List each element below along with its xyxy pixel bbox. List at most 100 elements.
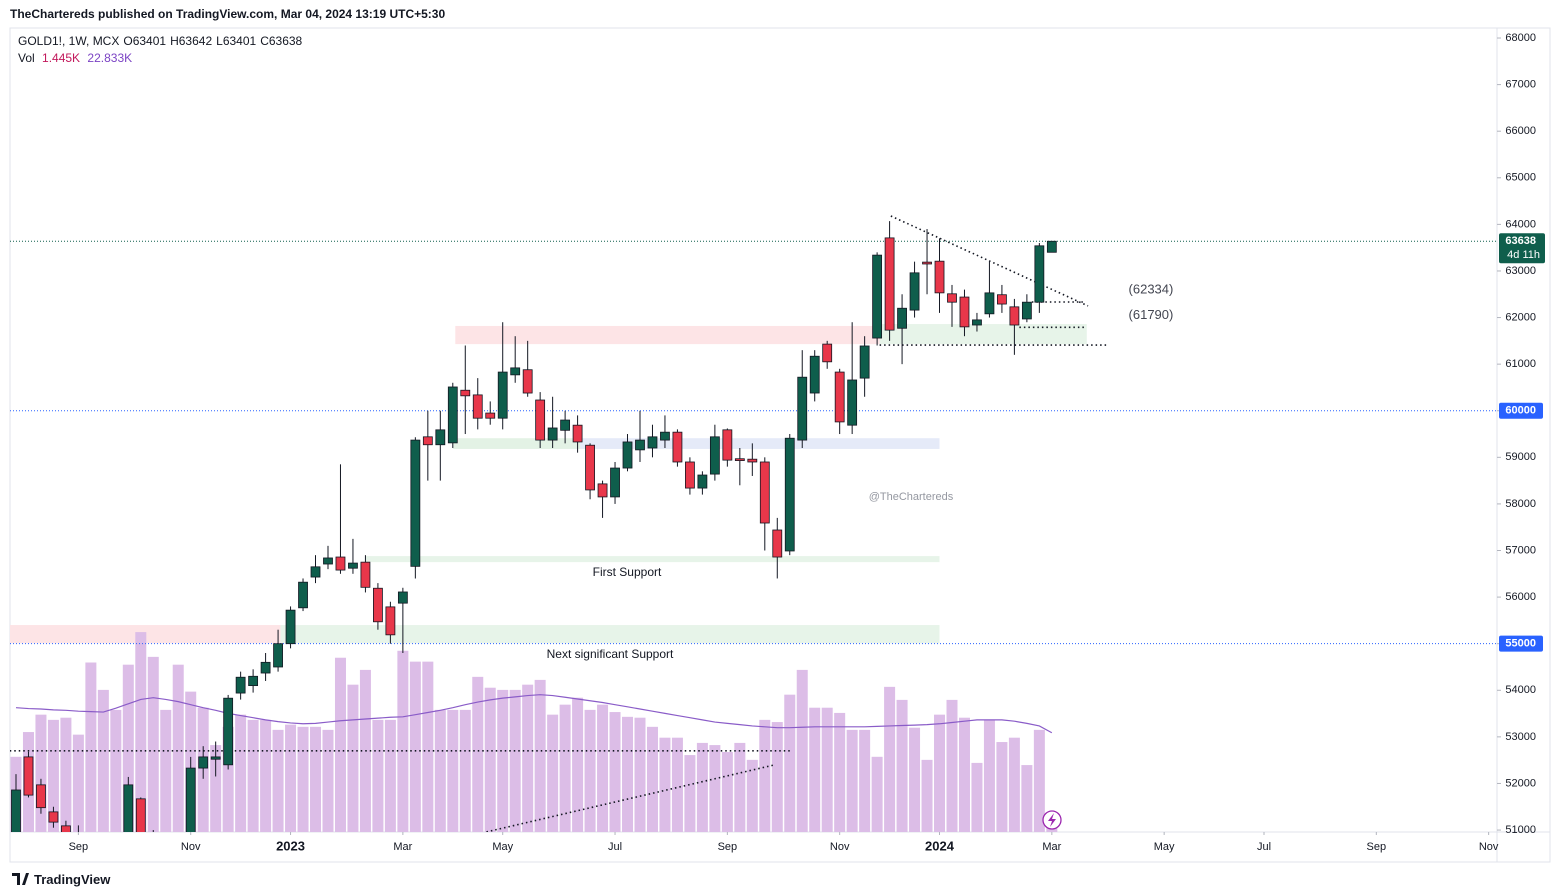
volume-bar — [347, 684, 359, 832]
candle-body — [435, 429, 446, 446]
candle-body — [285, 609, 296, 645]
candle-body — [1021, 301, 1032, 320]
candle-body — [36, 784, 46, 809]
x-tick-label: 2023 — [276, 838, 305, 853]
volume-bar — [484, 687, 496, 832]
candle-body — [397, 591, 408, 604]
candle-body — [822, 343, 833, 363]
candle-body — [260, 661, 271, 674]
volume-bar — [909, 727, 921, 832]
volume-bar — [334, 657, 346, 832]
annotation: First Support — [593, 565, 662, 579]
volume-bar — [609, 712, 621, 832]
candle-body — [747, 458, 758, 463]
volume-bar — [97, 689, 109, 832]
candle-body — [360, 561, 371, 588]
volume-bar — [934, 714, 946, 832]
y-tick-label: 66000 — [1505, 125, 1536, 137]
ohlc-label: H — [170, 34, 179, 48]
level-label: (61790) — [1129, 307, 1174, 322]
candle-body — [660, 431, 670, 441]
volume-bar — [310, 726, 322, 832]
candle-body — [210, 756, 221, 760]
volume-bar — [522, 684, 534, 832]
frame — [9, 27, 1551, 863]
header: TheChartereds published on TradingView.c… — [10, 7, 446, 21]
candle-body — [310, 566, 321, 578]
plot: (62334) (61790) First Support Next signific… — [10, 215, 1497, 832]
ohlc: O63401 H63642 L63401 C63638 — [123, 34, 306, 48]
candle-body — [909, 272, 920, 311]
ohlc-value: 63638 — [268, 34, 303, 48]
volume-bar — [896, 699, 908, 832]
volume-name: Vol — [18, 51, 35, 65]
y-tick-label: 53000 — [1505, 731, 1536, 743]
volume-bar — [572, 697, 584, 832]
zone — [452, 438, 581, 449]
candle-body — [385, 606, 396, 636]
ohlc-label: O — [123, 34, 133, 48]
x-tick-label: Sep — [69, 841, 89, 853]
zone — [365, 556, 940, 563]
volume-bar — [671, 737, 683, 832]
volume-value: 1.445K — [42, 51, 81, 65]
annotation: Next significant Support — [547, 647, 674, 661]
volume-bar — [946, 699, 958, 832]
candle-body — [23, 756, 34, 796]
alert-icon — [1042, 810, 1062, 830]
x-tick-label: Mar — [1042, 841, 1061, 853]
candle-body — [48, 811, 59, 823]
volume-bar — [459, 709, 471, 832]
candle-body — [759, 461, 770, 524]
y-tick-label: 65000 — [1505, 172, 1536, 184]
level-label: (62334) — [1129, 281, 1174, 296]
y-tick-label: 61000 — [1505, 358, 1536, 370]
volume-bar — [222, 726, 234, 832]
candle-body — [884, 237, 895, 331]
zone — [580, 438, 940, 449]
candle-body — [572, 424, 583, 443]
volume-bar — [634, 717, 646, 832]
volume-bar — [172, 664, 184, 832]
volume-ma-value: 22.833K — [87, 51, 133, 65]
volume-bar — [759, 719, 771, 832]
volume-bar — [971, 762, 983, 832]
volume-bar — [1021, 765, 1033, 832]
volume-bar — [559, 704, 571, 832]
candle-body — [497, 371, 508, 419]
candle-body — [709, 436, 720, 475]
candle-body — [373, 587, 383, 623]
volume-bar — [684, 755, 696, 832]
volume-bar — [47, 719, 59, 832]
candle-body — [447, 386, 458, 444]
y-tick-label: 59000 — [1505, 451, 1536, 463]
volume-bar — [247, 719, 259, 832]
volume-bar — [983, 719, 995, 832]
volume-bar — [771, 722, 783, 832]
x-tick-label: 2024 — [925, 838, 955, 853]
candle-body — [722, 429, 733, 461]
candle-body — [585, 444, 595, 491]
zone — [455, 325, 880, 345]
y-tick-label: 54000 — [1505, 684, 1536, 696]
candle-body — [610, 467, 620, 498]
volume-bar — [85, 662, 97, 832]
y-tick-label: 68000 — [1505, 32, 1536, 44]
candle-body — [460, 389, 471, 397]
candle-body — [298, 581, 308, 609]
candle-body — [248, 675, 259, 687]
volume-bar — [60, 717, 72, 832]
volume-bar — [809, 707, 821, 832]
x-tick-label: Nov — [1479, 841, 1499, 853]
candle-body — [61, 825, 71, 832]
candle-body — [672, 431, 683, 463]
x-tick-label: Mar — [393, 841, 412, 853]
candle-body — [1046, 240, 1057, 253]
candle-body — [972, 319, 982, 326]
volume-bar — [884, 686, 896, 832]
volume-bar — [734, 742, 746, 832]
y-tick-label: 52000 — [1505, 777, 1536, 789]
volume-bar — [846, 729, 858, 832]
trendline — [890, 215, 1089, 307]
